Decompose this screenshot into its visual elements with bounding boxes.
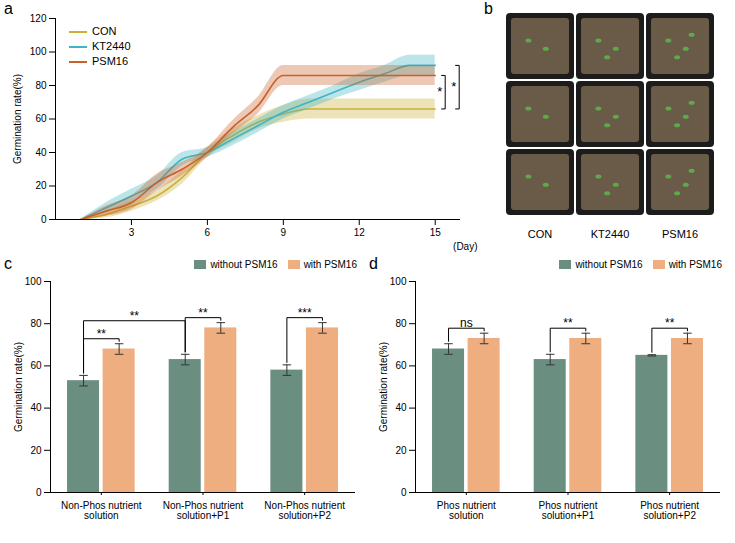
svg-text:60: 60 (30, 360, 42, 371)
svg-text:120: 120 (30, 13, 47, 24)
svg-text:**: ** (198, 306, 208, 320)
svg-text:15: 15 (430, 227, 442, 238)
svg-text:**: ** (665, 316, 675, 330)
svg-text:**: ** (563, 316, 573, 330)
svg-text:100: 100 (30, 46, 47, 57)
svg-text:PSM16: PSM16 (662, 228, 698, 240)
svg-text:80: 80 (395, 318, 407, 329)
svg-text:40: 40 (30, 402, 42, 413)
svg-text:Germination rate(%): Germination rate(%) (13, 342, 24, 432)
svg-text:Non-Phos nutrientsolution: Non-Phos nutrientsolution (61, 500, 142, 521)
svg-text:KT2440: KT2440 (591, 228, 630, 240)
svg-text:ns: ns (460, 316, 473, 330)
html-text:without PSM16: without PSM16 (210, 259, 278, 270)
svg-text:100: 100 (390, 276, 407, 287)
svg-text:**: ** (97, 327, 107, 341)
svg-text:Non-Phos nutrientsolution+P2: Non-Phos nutrientsolution+P2 (264, 500, 345, 521)
html-text:without PSM16: without PSM16 (575, 259, 643, 270)
svg-text:60: 60 (395, 360, 407, 371)
html-text:PSM16: PSM16 (92, 55, 129, 67)
svg-text:80: 80 (35, 80, 47, 91)
svg-text:60: 60 (35, 113, 47, 124)
svg-text:*: * (437, 84, 442, 99)
svg-text:CON: CON (528, 228, 553, 240)
html-text:KT2440: KT2440 (92, 40, 131, 52)
svg-text:6: 6 (205, 227, 211, 238)
svg-text:(Day): (Day) (453, 241, 477, 252)
svg-text:100: 100 (25, 276, 42, 287)
svg-text:0: 0 (41, 214, 47, 225)
svg-text:0: 0 (36, 487, 42, 498)
svg-text:40: 40 (395, 402, 407, 413)
html-text:d: d (369, 255, 378, 272)
svg-text:Phos nutrientsolution+P1: Phos nutrientsolution+P1 (539, 500, 598, 521)
svg-text:20: 20 (35, 180, 47, 191)
svg-text:40: 40 (35, 147, 47, 158)
svg-text:*: * (451, 79, 456, 94)
svg-text:Phos nutrientsolution: Phos nutrientsolution (437, 500, 496, 521)
html-text:with PSM16: with PSM16 (668, 259, 722, 270)
html-text:c: c (4, 255, 12, 272)
svg-text:9: 9 (281, 227, 287, 238)
html-text:a: a (4, 0, 13, 17)
svg-text:80: 80 (30, 318, 42, 329)
svg-text:20: 20 (30, 445, 42, 456)
svg-text:Germination rate(%): Germination rate(%) (12, 74, 23, 164)
svg-text:Phos nutrientsolution+P2: Phos nutrientsolution+P2 (640, 500, 699, 521)
html-text:CON: CON (92, 25, 117, 37)
svg-text:12: 12 (354, 227, 366, 238)
svg-text:Germination rate(%): Germination rate(%) (378, 342, 389, 432)
svg-text:20: 20 (395, 445, 407, 456)
svg-text:Non-Phos nutrientsolution+P1: Non-Phos nutrientsolution+P1 (163, 500, 244, 521)
svg-text:***: *** (298, 306, 312, 320)
svg-text:3: 3 (129, 227, 135, 238)
html-text:with PSM16: with PSM16 (303, 259, 357, 270)
svg-text:0: 0 (401, 487, 407, 498)
svg-text:**: ** (130, 309, 140, 323)
html-text:b: b (484, 0, 493, 17)
